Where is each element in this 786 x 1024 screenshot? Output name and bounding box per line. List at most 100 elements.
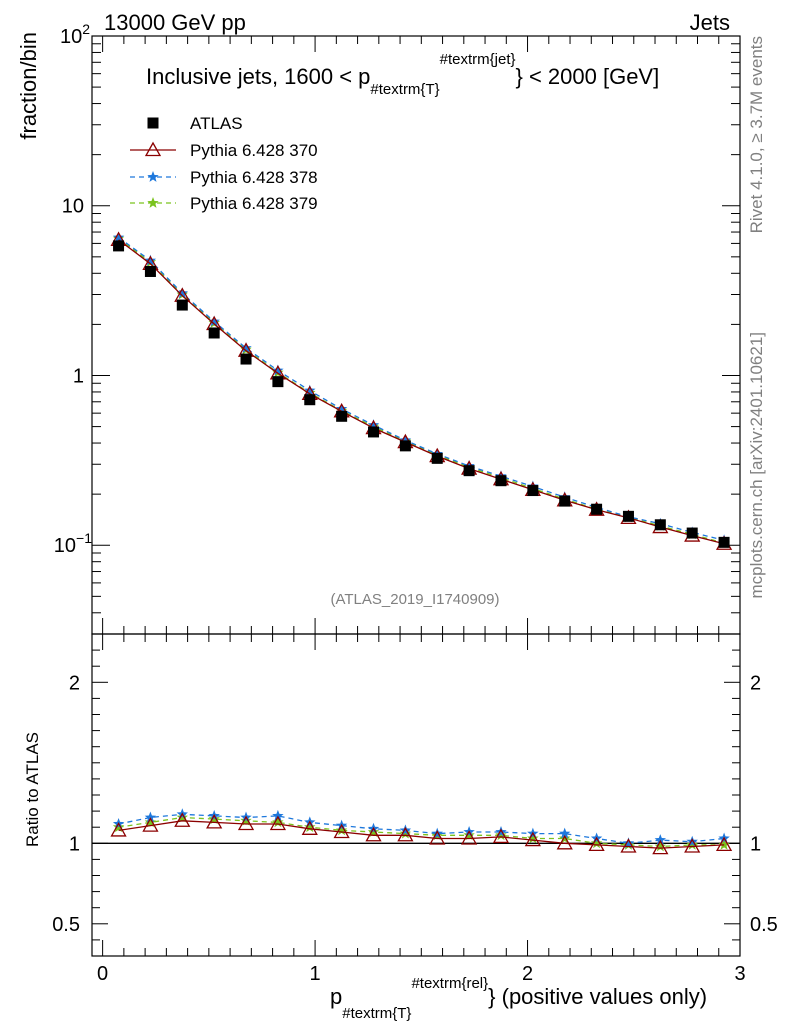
plot-title-sup: #textrm{jet} [440, 51, 516, 68]
ratio-tick-label-right: 0.5 [750, 914, 778, 936]
legend-entry-p378: Pythia 6.428 378 [130, 168, 318, 187]
ratio-point-p370 [620, 838, 637, 853]
ratio-point-p379 [112, 821, 125, 833]
data-point-atlas [208, 327, 220, 339]
ratio-point-p378 [399, 824, 412, 836]
ratio-point-p379 [367, 826, 380, 837]
data-point-atlas [527, 485, 539, 497]
ratio-point-p378 [431, 827, 443, 839]
ratio-point-p370 [269, 815, 287, 831]
legend: ATLAS Pythia 6.428 370 Pythia 6.428 378 Pyt… [130, 114, 318, 213]
ratio-point-p378 [686, 835, 698, 847]
ratio-point-p370 [206, 814, 223, 829]
x-tick-label: 2 [522, 963, 533, 985]
plot-title-main: Inclusive jets, 1600 < p [146, 64, 370, 89]
ratio-plot-frame [91, 633, 741, 957]
ratio-line-p370 [118, 820, 725, 849]
plot-title-sub: #textrm{T} [370, 81, 439, 98]
legend-marker-p370 [144, 141, 162, 157]
x-tick-label: 0 [97, 963, 108, 985]
mcplots-label: mcplots.cern.ch [arXiv:2401.10621] [747, 332, 766, 598]
ratio-point-p370 [556, 834, 573, 850]
y-tick-label: 1 [73, 365, 84, 387]
ratio-point-p370 [461, 830, 478, 845]
data-point-p378 [144, 254, 157, 266]
analysis-watermark: (ATLAS_2019_I1740909) [330, 591, 499, 608]
data-point-atlas [686, 527, 698, 539]
ratio-point-p379 [686, 838, 698, 850]
ratio-point-p370 [142, 817, 159, 832]
x-axis-label-main: p [330, 984, 342, 1009]
x-axis-label-tail: } (positive values only) [488, 984, 707, 1009]
legend-label-p378: Pythia 6.428 378 [190, 168, 318, 187]
data-marks [110, 231, 733, 855]
ratio-point-p370 [301, 820, 318, 835]
x-axis-label-sub: #textrm{T} [342, 1005, 411, 1022]
data-point-atlas [718, 536, 730, 548]
data-point-p378 [304, 384, 316, 396]
x-tick-label: 1 [310, 963, 321, 985]
plot-title: Inclusive jets, 1600 < p#textrm{T}#textr… [146, 51, 659, 98]
data-point-atlas [368, 426, 380, 438]
data-point-atlas [591, 503, 603, 515]
legend-label-p379: Pythia 6.428 379 [190, 194, 318, 213]
ratio-point-p370 [110, 822, 127, 837]
data-point-atlas [622, 510, 634, 522]
data-point-p378 [272, 364, 284, 376]
ratio-point-p379 [527, 832, 539, 844]
ratio-point-p370 [715, 836, 733, 852]
data-point-p378 [335, 403, 348, 414]
ratio-tick-label-right: 2 [750, 672, 761, 694]
ratio-point-p370 [365, 826, 382, 842]
ratio-point-p379 [304, 821, 316, 833]
ratio-point-p370 [174, 812, 191, 827]
ratio-point-p379 [144, 816, 157, 828]
data-point-atlas [559, 495, 571, 507]
legend-label-p370: Pythia 6.428 370 [190, 141, 318, 160]
data-point-p378 [240, 342, 252, 353]
ratio-point-p378 [654, 834, 666, 845]
ratio-point-p379 [335, 824, 348, 836]
legend-entry-p370: Pythia 6.428 370 [130, 141, 318, 160]
data-point-atlas [176, 299, 188, 311]
ratio-point-p379 [272, 816, 284, 828]
ratio-tick-label-left: 1 [69, 833, 80, 855]
y-axis-label: fraction/bin [16, 32, 41, 140]
ratio-tick-label-right: 1 [750, 833, 761, 855]
y-tick-label: 10 [62, 196, 84, 218]
data-point-atlas [304, 394, 316, 406]
data-point-p378 [208, 315, 220, 327]
y-tick-label: 10−1 [54, 530, 92, 557]
ratio-point-p370 [524, 831, 541, 847]
ratio-point-p379 [208, 813, 220, 824]
ratio-point-p379 [590, 837, 603, 849]
ratio-point-p378 [495, 826, 507, 837]
ratio-point-p379 [176, 811, 188, 823]
data-point-p378 [176, 287, 188, 299]
data-point-atlas [272, 376, 284, 388]
ratio-tick-label-left: 0.5 [52, 914, 80, 936]
ratio-point-p379 [559, 832, 571, 844]
ratio-point-p370 [652, 839, 669, 855]
ratio-line-p378 [118, 813, 725, 844]
data-point-p378 [399, 434, 412, 446]
x-axis-label-sup: #textrm{rel} [411, 975, 488, 992]
ratio-point-p379 [495, 829, 507, 841]
ratio-line-p379 [118, 816, 725, 848]
ratio-tick-label-left: 2 [69, 672, 80, 694]
axes: 0 1 2 3 102 10 1 10−1 2 2 1 1 0.5 0.5 [52, 21, 778, 985]
data-point-p378 [367, 419, 380, 430]
legend-marker-p379 [147, 197, 159, 208]
data-point-atlas [399, 440, 411, 452]
legend-entry-atlas: ATLAS [147, 114, 243, 133]
data-point-atlas [654, 519, 666, 531]
plot-title-tail: } < 2000 [GeV] [516, 64, 660, 89]
data-point-atlas [144, 265, 156, 277]
ratio-y-axis-label: Ratio to ATLAS [23, 732, 42, 847]
ratio-point-p370 [333, 823, 350, 839]
header-left: 13000 GeV pp [104, 10, 246, 35]
ratio-point-p370 [397, 826, 414, 842]
data-point-atlas [431, 452, 443, 464]
ratio-point-p379 [654, 840, 666, 852]
series-line-p378 [118, 236, 725, 541]
